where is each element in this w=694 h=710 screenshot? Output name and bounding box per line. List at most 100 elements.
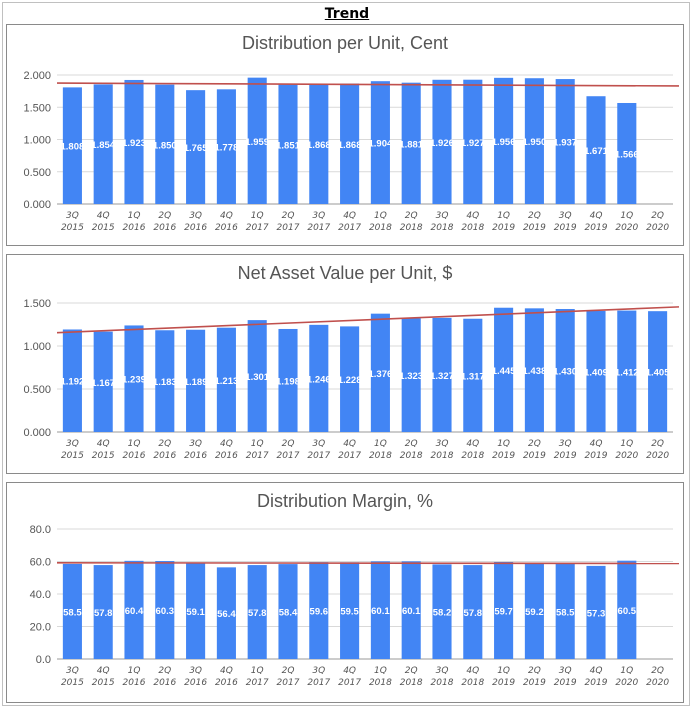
- bar: [401, 561, 421, 659]
- data-label: 57.8: [464, 608, 483, 619]
- x-tick-quarter: 2Q: [651, 666, 664, 676]
- bar: [463, 318, 483, 432]
- x-tick-year: 2017: [277, 451, 300, 461]
- chart-panel-distribution-margin: Distribution Margin, % 0.0 20.0 40.0 60.0 80.…: [6, 482, 684, 703]
- x-tick-quarter: 4Q: [466, 666, 479, 676]
- x-tick-year: 2019: [554, 678, 577, 688]
- x-tick-quarter: 2Q: [651, 211, 664, 221]
- data-label: 1.765: [184, 143, 208, 154]
- x-tick-year: 2017: [338, 223, 361, 233]
- x-tick-quarter: 3Q: [312, 211, 325, 221]
- x-tick-quarter: 3Q: [559, 211, 572, 221]
- x-tick-year: 2018: [369, 223, 392, 233]
- y-tick-label: 80.0: [30, 524, 51, 536]
- x-tick-year: 2019: [492, 678, 515, 688]
- x-tick-quarter: 3Q: [559, 666, 572, 676]
- x-tick-year: 2018: [461, 223, 484, 233]
- data-label: 60.5: [618, 606, 637, 617]
- x-tick-quarter: 2Q: [282, 666, 295, 676]
- bar: [524, 562, 544, 659]
- bar: [93, 565, 113, 659]
- data-label: 56.4: [217, 609, 236, 620]
- bar: [340, 326, 360, 432]
- x-tick-year: 2016: [123, 223, 146, 233]
- bar: [617, 310, 637, 432]
- data-label: 1.239: [122, 375, 146, 386]
- data-label: 1.317: [461, 371, 485, 382]
- x-tick-year: 2016: [123, 451, 146, 461]
- x-tick-quarter: 2Q: [158, 666, 171, 676]
- data-label: 1.183: [153, 377, 177, 388]
- x-tick-quarter: 2Q: [528, 439, 541, 449]
- data-label: 59.7: [494, 606, 513, 617]
- data-label: 1.327: [430, 371, 454, 382]
- x-tick-year: 2019: [492, 451, 515, 461]
- data-label: 60.1: [402, 606, 421, 617]
- x-tick-quarter: 4Q: [220, 211, 233, 221]
- x-tick-year: 2016: [153, 223, 176, 233]
- x-tick-quarter: 4Q: [590, 439, 603, 449]
- bar: [524, 308, 544, 432]
- bar: [370, 81, 390, 204]
- chart-title: Distribution Margin, %: [257, 491, 433, 511]
- bar: [432, 564, 452, 659]
- x-tick-quarter: 3Q: [66, 211, 79, 221]
- data-label: 1.228: [338, 375, 362, 386]
- data-label: 1.301: [245, 372, 269, 383]
- x-tick-quarter: 2Q: [405, 211, 418, 221]
- x-tick-quarter: 1Q: [374, 666, 387, 676]
- bar: [463, 79, 483, 204]
- data-label: 1.409: [584, 367, 608, 378]
- bar: [555, 309, 575, 432]
- y-tick-label: 0.000: [23, 427, 51, 439]
- data-label: 1.445: [492, 366, 516, 377]
- chart-title: Net Asset Value per Unit, $: [238, 263, 453, 283]
- x-tick-year: 2020: [615, 223, 638, 233]
- chart-panel-distribution-per-unit: Distribution per Unit, Cent 0.000 0.500 1.0…: [6, 24, 684, 246]
- x-tick-year: 2020: [615, 678, 638, 688]
- bar: [155, 330, 175, 432]
- bar: [278, 84, 298, 204]
- x-tick-year: 2019: [554, 451, 577, 461]
- bar: [586, 310, 606, 432]
- bar: [648, 311, 668, 432]
- data-label: 1.959: [245, 137, 269, 148]
- bar: [278, 564, 298, 659]
- x-tick-year: 2019: [492, 223, 515, 233]
- x-tick-year: 2017: [246, 451, 269, 461]
- x-tick-quarter: 3Q: [436, 666, 449, 676]
- x-tick-year: 2018: [461, 451, 484, 461]
- x-tick-year: 2020: [615, 451, 638, 461]
- bar: [124, 560, 144, 659]
- x-tick-year: 2015: [92, 451, 115, 461]
- data-label: 1.868: [307, 140, 331, 151]
- x-tick-year: 2019: [585, 223, 608, 233]
- x-tick-year: 2019: [585, 451, 608, 461]
- x-tick-quarter: 1Q: [128, 439, 141, 449]
- data-label: 58.5: [63, 607, 82, 618]
- data-label: 1.167: [91, 378, 115, 389]
- x-tick-year: 2017: [246, 223, 269, 233]
- x-tick-quarter: 2Q: [282, 439, 295, 449]
- x-tick-quarter: 2Q: [651, 439, 664, 449]
- x-tick-quarter: 1Q: [251, 666, 264, 676]
- x-tick-quarter: 3Q: [312, 439, 325, 449]
- data-label: 1.192: [61, 377, 85, 388]
- data-label: 1.927: [461, 138, 485, 149]
- data-label: 1.438: [523, 366, 547, 377]
- bar: [555, 563, 575, 659]
- x-tick-year: 2019: [585, 678, 608, 688]
- bar: [124, 79, 144, 204]
- x-tick-quarter: 4Q: [343, 666, 356, 676]
- x-tick-quarter: 1Q: [128, 211, 141, 221]
- bar: [524, 78, 544, 204]
- x-tick-year: 2017: [307, 451, 330, 461]
- y-tick-label: 0.000: [23, 199, 51, 211]
- bar: [247, 565, 267, 659]
- x-tick-quarter: 3Q: [189, 666, 202, 676]
- x-tick-quarter: 3Q: [559, 439, 572, 449]
- bar: [617, 102, 637, 204]
- x-tick-year: 2018: [369, 678, 392, 688]
- x-tick-quarter: 1Q: [620, 211, 633, 221]
